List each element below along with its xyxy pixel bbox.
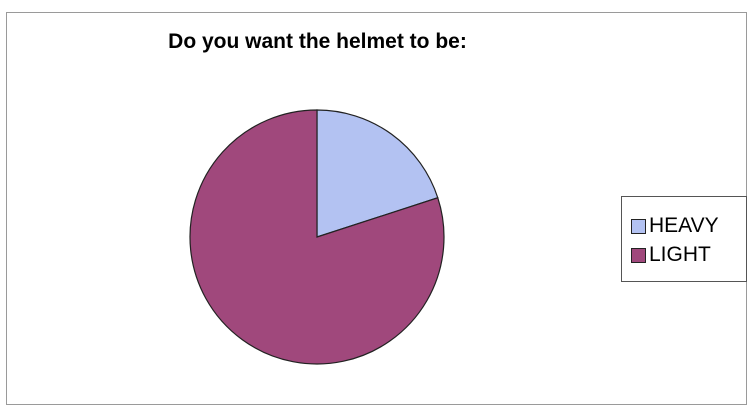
chart-title: Do you want the helmet to be: — [168, 30, 467, 53]
legend-label-light: LIGHT — [649, 243, 711, 266]
legend-label-heavy: HEAVY — [649, 214, 719, 237]
legend-item-heavy: HEAVY — [631, 212, 719, 240]
pie-slice-light — [189, 109, 445, 365]
legend-item-light: LIGHT — [631, 241, 711, 269]
pie-slice-heavy — [316, 109, 439, 238]
legend-swatch-heavy — [631, 218, 646, 234]
legend-swatch-light — [631, 247, 646, 263]
pie-slices — [189, 109, 445, 365]
legend: HEAVY LIGHT — [621, 196, 747, 282]
